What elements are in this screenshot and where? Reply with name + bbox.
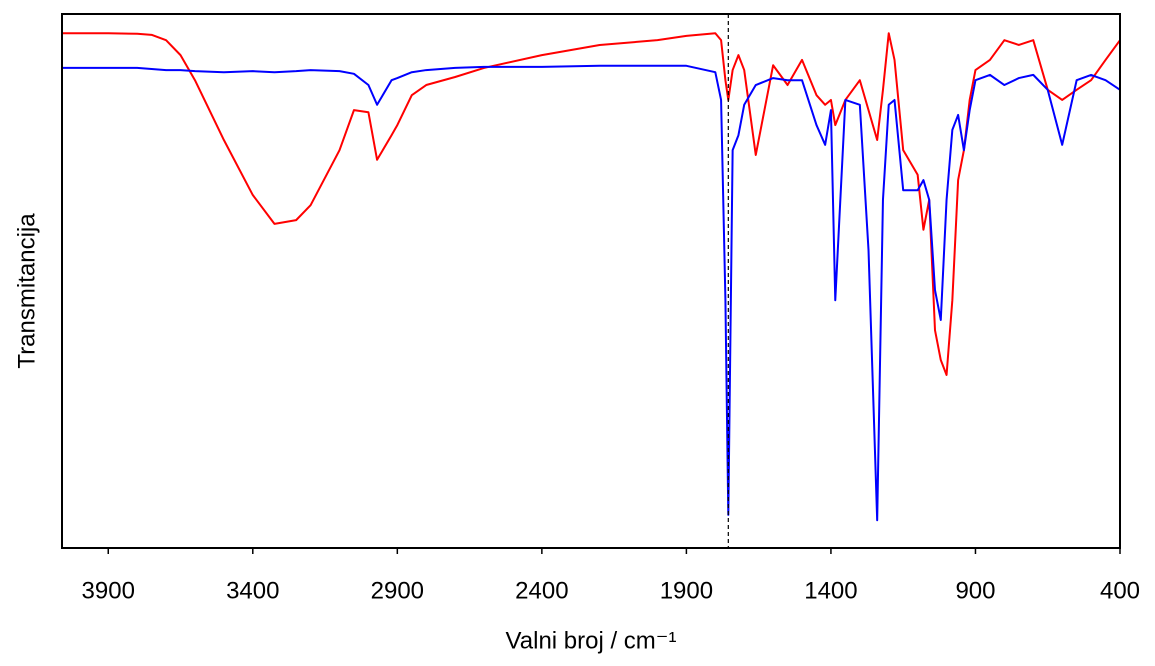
x-tick-label: 3400 <box>226 577 279 604</box>
plot-frame <box>61 13 1121 549</box>
x-tick-label: 1900 <box>660 577 713 604</box>
x-tick-label: 900 <box>955 577 995 604</box>
spectrum-line <box>62 64 1121 522</box>
x-tick-label: 2400 <box>515 577 568 604</box>
x-axis-label: Valni broj / cm⁻¹ <box>506 627 677 654</box>
x-tick-label: 3900 <box>82 577 135 604</box>
spectrum-line <box>62 32 1121 376</box>
x-tick-label: 1400 <box>804 577 857 604</box>
x-tick-label: 400 <box>1100 577 1140 604</box>
y-axis-label: Transmitancija <box>13 213 40 369</box>
x-tick-label: 2900 <box>371 577 424 604</box>
